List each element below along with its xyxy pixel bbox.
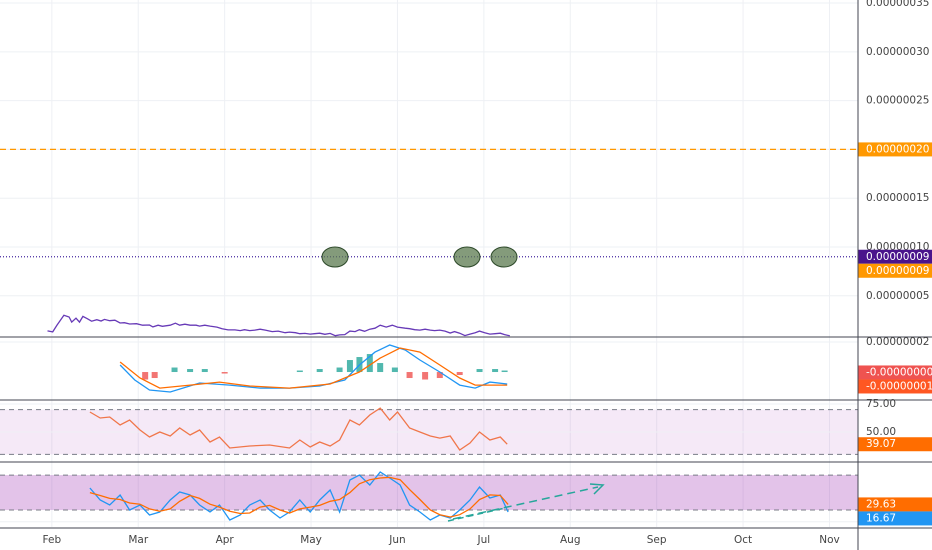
histogram-bar [366, 354, 373, 373]
x-tick-label: Apr [216, 534, 235, 546]
price-label-box [858, 365, 932, 380]
histogram-bar [406, 372, 413, 379]
histogram-bar [171, 367, 178, 373]
series-line [119, 344, 508, 393]
histogram-bar [296, 370, 303, 373]
price-label: 39.07 [866, 438, 896, 450]
price-label-box [858, 249, 932, 264]
histogram-bar [221, 372, 228, 374]
y-tick-label: 0.00000015 [866, 192, 929, 204]
y-tick-label: 0.00000025 [866, 95, 929, 107]
price-label: -0.00000001 [866, 380, 932, 392]
series-line [89, 476, 509, 518]
x-tick-label: Jul [477, 534, 491, 546]
highlight-circle [490, 246, 518, 268]
price-label: 0.00000009 [866, 251, 929, 263]
histogram-bar [201, 369, 208, 373]
highlight-circle [321, 246, 349, 268]
x-tick-label: Feb [43, 534, 62, 546]
x-tick-label: May [300, 534, 322, 546]
x-tick-label: Sep [647, 534, 667, 546]
series-line [89, 407, 508, 451]
trend-arrow [452, 486, 599, 520]
y-tick-label: 50.00 [866, 426, 896, 438]
x-tick-label: Mar [128, 534, 148, 546]
price-label: -0.00000000 [866, 366, 932, 378]
band [0, 475, 858, 511]
y-tick-label: 0.00000035 [866, 0, 929, 9]
price-label: 29.63 [866, 498, 896, 510]
price-label-box [858, 511, 932, 526]
histogram-bar [501, 370, 508, 373]
price-label-box [858, 263, 932, 278]
plot [0, 148, 858, 521]
y-tick-label: 75.00 [866, 398, 896, 410]
x-tick-label: Aug [560, 534, 581, 546]
y-tick-label: 0.00000002 [866, 336, 929, 348]
histogram-bar [377, 363, 384, 373]
price-label: 0.00000020 [866, 143, 929, 155]
y-tick-label: 0.00000005 [866, 290, 929, 302]
histogram-bar [476, 369, 483, 373]
price-label-box [858, 142, 932, 157]
arrow-head [589, 483, 605, 495]
price-axis: Feb Mar Apr May Jun Jul Aug Sep Oct Nov 0.00000005… [43, 0, 932, 550]
series-line [47, 314, 510, 337]
histogram-bar [336, 367, 343, 373]
x-tick-label: Jun [388, 534, 405, 546]
histogram-bar [456, 372, 463, 376]
x-tick-label: Oct [734, 534, 752, 546]
highlight-circle [453, 246, 481, 268]
histogram-bar [391, 367, 398, 373]
price-label-box [858, 437, 932, 452]
price-label: 0.00000009 [866, 265, 929, 277]
histogram-bar [436, 372, 443, 379]
histogram-bar [142, 372, 149, 380]
annotations [321, 246, 605, 522]
histogram-bar [316, 369, 323, 373]
price-label-box [858, 379, 932, 394]
price-label: 16.67 [866, 512, 896, 524]
histogram-bar [346, 360, 353, 373]
price-label-box [858, 497, 932, 512]
y-tick-label: 0.00000030 [866, 46, 929, 58]
histogram-bar [422, 372, 429, 380]
series-line [119, 347, 508, 389]
histogram-bar [492, 369, 499, 373]
histogram-bar [187, 369, 194, 373]
histogram-bar [151, 372, 158, 379]
x-tick-label: Nov [819, 534, 840, 546]
